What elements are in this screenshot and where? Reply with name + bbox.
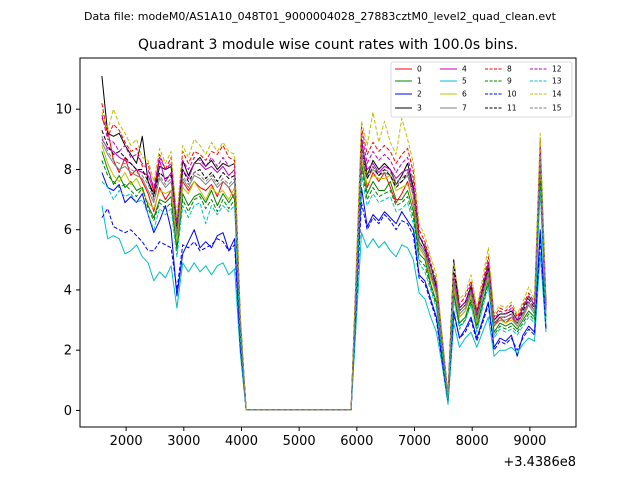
y-tick-label: 2 <box>64 344 72 359</box>
x-tick-label: 3000 <box>167 434 200 449</box>
legend-label-15: 15 <box>552 104 562 113</box>
legend-label-0: 0 <box>417 65 422 74</box>
x-tick-label: 6000 <box>340 434 373 449</box>
x-tick-label: 8000 <box>456 434 489 449</box>
series-line-15 <box>101 136 547 411</box>
x-tick-label: 2000 <box>110 434 143 449</box>
series-line-11 <box>101 130 547 411</box>
series-line-7 <box>101 142 547 411</box>
series-line-12 <box>101 115 547 411</box>
y-tick-label: 6 <box>64 223 72 238</box>
x-axis-ticks: 2000 3000 4000 5000 6000 7000 8000 9000 <box>110 427 546 449</box>
chart-title: Quadrant 3 module wise count rates with … <box>138 37 518 53</box>
x-tick-label: 4000 <box>225 434 258 449</box>
y-tick-label: 8 <box>64 163 72 178</box>
legend-label-7: 7 <box>462 104 467 113</box>
legend-label-3: 3 <box>417 104 422 113</box>
axes-background <box>80 58 576 427</box>
legend-label-5: 5 <box>462 77 467 86</box>
legend-label-13: 13 <box>552 77 562 86</box>
x-tick-label: 5000 <box>283 434 316 449</box>
legend-label-14: 14 <box>552 90 562 99</box>
legend-label-10: 10 <box>507 90 517 99</box>
y-tick-label: 10 <box>55 103 72 118</box>
series-line-14 <box>101 108 547 411</box>
series-line-5 <box>101 205 547 411</box>
y-axis-ticks: 0 2 4 6 8 10 <box>55 103 80 419</box>
legend-label-2: 2 <box>417 90 422 99</box>
legend-label-6: 6 <box>462 90 467 99</box>
axes-frame <box>79 57 577 428</box>
series-line-13 <box>101 175 547 411</box>
y-tick-label: 4 <box>64 283 72 298</box>
legend-box <box>390 61 573 118</box>
legend-label-1: 1 <box>417 77 422 86</box>
legend-label-8: 8 <box>507 65 512 74</box>
series-lines <box>101 76 547 411</box>
x-tick-label: 9000 <box>513 434 546 449</box>
y-tick-label: 0 <box>64 404 72 419</box>
legend-label-9: 9 <box>507 77 512 86</box>
legend-label-11: 11 <box>507 104 517 113</box>
x-axis-offset-label: +3.4386e8 <box>503 455 576 470</box>
series-line-4 <box>101 139 547 411</box>
series-line-10 <box>101 202 547 411</box>
legend-label-12: 12 <box>552 65 562 74</box>
legend-label-4: 4 <box>462 65 467 74</box>
chart-suptitle: Data file: modeM0/AS1A10_048T01_90000040… <box>84 10 557 23</box>
x-tick-label: 7000 <box>398 434 431 449</box>
plot-area: 2000 3000 4000 5000 6000 7000 8000 9000 0246810… <box>55 57 577 470</box>
